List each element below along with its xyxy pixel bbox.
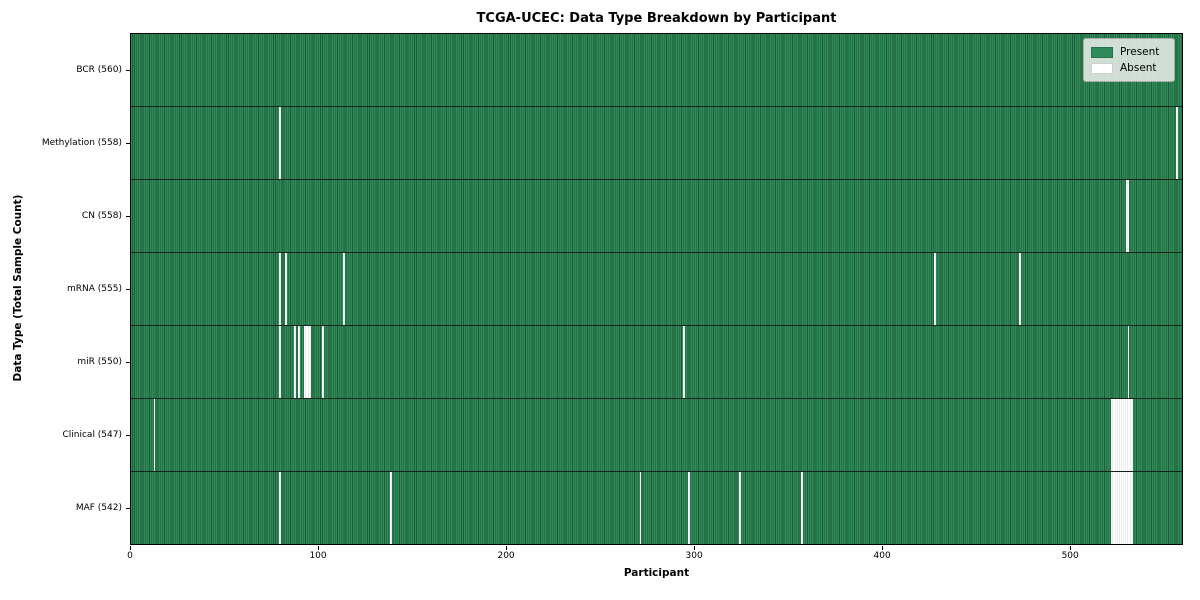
absent-stripe: [305, 326, 308, 398]
x-tick-mark: [882, 546, 884, 550]
absent-stripe: [682, 326, 685, 398]
absent-stripe: [1127, 180, 1130, 252]
absent-stripe: [1125, 472, 1128, 544]
x-axis: 0 100 200 300 400 500: [127, 546, 1183, 566]
absent-stripe: [279, 253, 282, 325]
y-tick-label: MAF (542): [75, 503, 122, 514]
absent-stripe: [279, 107, 282, 179]
legend: Present Absent: [1083, 38, 1175, 82]
absent-stripe: [303, 326, 306, 398]
absent-stripe: [801, 472, 803, 544]
absent-stripe: [1120, 472, 1122, 544]
absent-stripe: [307, 326, 310, 398]
heatmap-row: [131, 107, 1182, 180]
absent-stripe: [1127, 399, 1130, 471]
absent-stripe: [1123, 399, 1126, 471]
absent-stripe: [1131, 399, 1134, 471]
absent-stripe: [309, 326, 312, 398]
y-tick-label: CN (558): [81, 210, 122, 221]
x-tick-label: 200: [497, 551, 515, 561]
absent-stripe: [279, 326, 282, 398]
absent-swatch-icon: [1091, 62, 1113, 74]
y-tick-mark: [126, 69, 130, 71]
absent-stripe: [279, 472, 282, 544]
absent-stripe: [294, 326, 297, 398]
heatmap-row: [131, 399, 1182, 472]
absent-stripe: [1127, 326, 1130, 398]
absent-stripe: [1118, 399, 1121, 471]
heatmap-row: [131, 34, 1182, 107]
absent-stripe: [1116, 472, 1119, 544]
legend-label-present: Present: [1120, 46, 1160, 58]
absent-stripe: [1018, 253, 1021, 325]
y-tick-mark: [126, 215, 130, 217]
absent-stripe: [298, 326, 300, 398]
x-tick-mark: [694, 546, 696, 550]
x-tick-mark: [130, 546, 131, 550]
absent-stripe: [284, 253, 287, 325]
absent-stripe: [1118, 472, 1121, 544]
x-tick-label: 500: [1061, 551, 1079, 561]
heatmap-row: [131, 253, 1182, 326]
absent-stripe: [343, 253, 345, 325]
absent-stripe: [153, 399, 156, 471]
absent-stripe: [1121, 472, 1124, 544]
y-axis: BCR (560) Methylation (558) CN (558) mRNA (…: [0, 33, 130, 545]
absent-stripe: [1125, 399, 1128, 471]
y-tick-mark: [126, 362, 130, 364]
x-tick-label: 400: [873, 551, 891, 561]
absent-stripe: [1129, 399, 1132, 471]
x-tick-mark: [1070, 546, 1072, 550]
absent-stripe: [1120, 399, 1122, 471]
absent-stripe: [322, 326, 325, 398]
x-axis-label: Participant: [623, 567, 690, 579]
absent-stripe: [389, 472, 392, 544]
y-tick-label: Methylation (558): [41, 137, 122, 148]
absent-stripe: [934, 253, 937, 325]
y-tick-mark: [126, 435, 130, 437]
legend-label-absent: Absent: [1120, 62, 1157, 74]
absent-stripe: [1110, 472, 1113, 544]
absent-stripe: [1112, 472, 1115, 544]
heatmap-row: [131, 472, 1182, 544]
absent-stripe: [1112, 399, 1115, 471]
chart-title: TCGA-UCEC: Data Type Breakdown by Partic…: [476, 11, 837, 26]
absent-stripe: [1123, 472, 1126, 544]
heatmap-row: [131, 326, 1182, 399]
legend-item-present: Present: [1091, 44, 1166, 60]
y-tick-label: mRNA (555): [67, 284, 122, 294]
absent-stripe: [1114, 472, 1117, 544]
y-tick-label: BCR (560): [76, 64, 122, 75]
absent-stripe: [1127, 472, 1130, 544]
absent-stripe: [1110, 399, 1113, 471]
x-tick-label: 0: [127, 551, 133, 561]
y-tick-mark: [126, 508, 130, 510]
x-tick-mark: [318, 546, 320, 550]
absent-stripe: [1129, 472, 1132, 544]
x-tick-label: 300: [685, 551, 703, 561]
y-tick-mark: [126, 289, 130, 290]
absent-stripe: [639, 472, 642, 544]
absent-stripe: [1176, 107, 1179, 179]
x-tick-label: 100: [309, 551, 327, 561]
absent-stripe: [688, 472, 691, 544]
heatmap-row: [131, 180, 1182, 253]
y-tick-label: Clinical (547): [62, 430, 122, 441]
absent-stripe: [1121, 399, 1124, 471]
absent-stripe: [1131, 472, 1134, 544]
y-tick-mark: [126, 142, 130, 144]
absent-stripe: [1125, 180, 1128, 252]
absent-stripe: [1116, 399, 1119, 471]
absent-stripe: [739, 472, 741, 544]
y-tick-label: miR (550): [77, 357, 122, 368]
present-swatch-icon: [1091, 46, 1113, 58]
plot-area: [130, 33, 1183, 545]
legend-item-absent: Absent: [1091, 60, 1166, 76]
x-tick-mark: [506, 546, 508, 550]
absent-stripe: [1114, 399, 1117, 471]
